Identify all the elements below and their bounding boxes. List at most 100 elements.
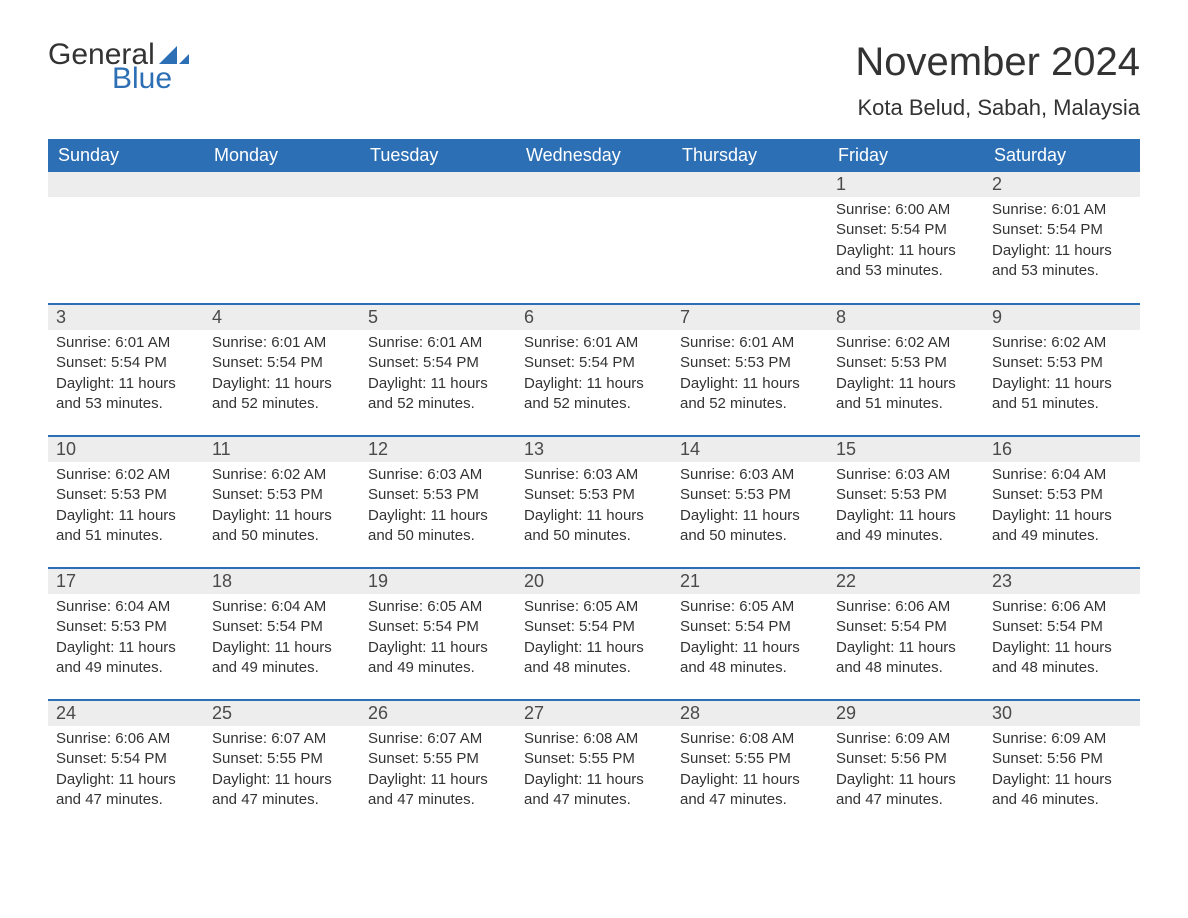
daylight-line: Daylight: 11 hours and 52 minutes. xyxy=(212,374,352,415)
sunset-line: Sunset: 5:54 PM xyxy=(680,617,820,637)
sunset-line: Sunset: 5:53 PM xyxy=(368,485,508,505)
day-number: 4 xyxy=(204,305,360,330)
sunrise-line: Sunrise: 6:01 AM xyxy=(56,333,196,353)
calendar-cell: 9Sunrise: 6:02 AMSunset: 5:53 PMDaylight… xyxy=(984,304,1140,436)
sunrise-line: Sunrise: 6:00 AM xyxy=(836,200,976,220)
daylight-line: Daylight: 11 hours and 50 minutes. xyxy=(524,506,664,547)
day-header: Sunday xyxy=(48,139,204,172)
sunset-line: Sunset: 5:54 PM xyxy=(56,353,196,373)
calendar-cell: 15Sunrise: 6:03 AMSunset: 5:53 PMDayligh… xyxy=(828,436,984,568)
calendar-header-row: Sunday Monday Tuesday Wednesday Thursday… xyxy=(48,139,1140,172)
calendar-cell: 19Sunrise: 6:05 AMSunset: 5:54 PMDayligh… xyxy=(360,568,516,700)
day-number: 19 xyxy=(360,569,516,594)
day-details: Sunrise: 6:01 AMSunset: 5:54 PMDaylight:… xyxy=(984,197,1140,287)
day-header: Saturday xyxy=(984,139,1140,172)
sunset-line: Sunset: 5:53 PM xyxy=(680,353,820,373)
day-header: Thursday xyxy=(672,139,828,172)
day-number xyxy=(672,172,828,197)
daylight-line: Daylight: 11 hours and 49 minutes. xyxy=(212,638,352,679)
daylight-line: Daylight: 11 hours and 47 minutes. xyxy=(680,770,820,811)
day-details: Sunrise: 6:03 AMSunset: 5:53 PMDaylight:… xyxy=(672,462,828,552)
day-details: Sunrise: 6:00 AMSunset: 5:54 PMDaylight:… xyxy=(828,197,984,287)
sunrise-line: Sunrise: 6:06 AM xyxy=(992,597,1132,617)
daylight-line: Daylight: 11 hours and 53 minutes. xyxy=(992,241,1132,282)
sunset-line: Sunset: 5:55 PM xyxy=(524,749,664,769)
daylight-line: Daylight: 11 hours and 51 minutes. xyxy=(836,374,976,415)
sunrise-line: Sunrise: 6:01 AM xyxy=(680,333,820,353)
day-details: Sunrise: 6:03 AMSunset: 5:53 PMDaylight:… xyxy=(516,462,672,552)
calendar-row: 3Sunrise: 6:01 AMSunset: 5:54 PMDaylight… xyxy=(48,304,1140,436)
calendar-cell: 30Sunrise: 6:09 AMSunset: 5:56 PMDayligh… xyxy=(984,700,1140,832)
sunset-line: Sunset: 5:54 PM xyxy=(836,220,976,240)
calendar-cell: 23Sunrise: 6:06 AMSunset: 5:54 PMDayligh… xyxy=(984,568,1140,700)
calendar-cell: 17Sunrise: 6:04 AMSunset: 5:53 PMDayligh… xyxy=(48,568,204,700)
daylight-line: Daylight: 11 hours and 46 minutes. xyxy=(992,770,1132,811)
day-number: 22 xyxy=(828,569,984,594)
day-number: 7 xyxy=(672,305,828,330)
daylight-line: Daylight: 11 hours and 47 minutes. xyxy=(836,770,976,811)
daylight-line: Daylight: 11 hours and 47 minutes. xyxy=(524,770,664,811)
calendar-cell: 2Sunrise: 6:01 AMSunset: 5:54 PMDaylight… xyxy=(984,172,1140,304)
day-header: Monday xyxy=(204,139,360,172)
day-number: 14 xyxy=(672,437,828,462)
daylight-line: Daylight: 11 hours and 51 minutes. xyxy=(992,374,1132,415)
sunrise-line: Sunrise: 6:04 AM xyxy=(212,597,352,617)
sunset-line: Sunset: 5:53 PM xyxy=(212,485,352,505)
sunset-line: Sunset: 5:54 PM xyxy=(212,617,352,637)
day-number: 20 xyxy=(516,569,672,594)
calendar-cell xyxy=(516,172,672,304)
daylight-line: Daylight: 11 hours and 49 minutes. xyxy=(992,506,1132,547)
daylight-line: Daylight: 11 hours and 48 minutes. xyxy=(992,638,1132,679)
sunset-line: Sunset: 5:54 PM xyxy=(524,617,664,637)
day-details: Sunrise: 6:08 AMSunset: 5:55 PMDaylight:… xyxy=(516,726,672,816)
calendar-cell: 26Sunrise: 6:07 AMSunset: 5:55 PMDayligh… xyxy=(360,700,516,832)
day-details: Sunrise: 6:06 AMSunset: 5:54 PMDaylight:… xyxy=(984,594,1140,684)
day-number: 13 xyxy=(516,437,672,462)
day-number: 17 xyxy=(48,569,204,594)
sunrise-line: Sunrise: 6:08 AM xyxy=(524,729,664,749)
sunset-line: Sunset: 5:53 PM xyxy=(524,485,664,505)
title-month-year: November 2024 xyxy=(855,40,1140,85)
sunrise-line: Sunrise: 6:01 AM xyxy=(524,333,664,353)
calendar-cell xyxy=(360,172,516,304)
day-number: 28 xyxy=(672,701,828,726)
sunset-line: Sunset: 5:53 PM xyxy=(992,485,1132,505)
day-details: Sunrise: 6:06 AMSunset: 5:54 PMDaylight:… xyxy=(48,726,204,816)
calendar-cell: 25Sunrise: 6:07 AMSunset: 5:55 PMDayligh… xyxy=(204,700,360,832)
calendar-cell: 16Sunrise: 6:04 AMSunset: 5:53 PMDayligh… xyxy=(984,436,1140,568)
day-header: Wednesday xyxy=(516,139,672,172)
day-number: 1 xyxy=(828,172,984,197)
day-number: 2 xyxy=(984,172,1140,197)
brand-part2: Blue xyxy=(112,64,189,94)
calendar-cell: 10Sunrise: 6:02 AMSunset: 5:53 PMDayligh… xyxy=(48,436,204,568)
sunset-line: Sunset: 5:53 PM xyxy=(992,353,1132,373)
sunrise-line: Sunrise: 6:04 AM xyxy=(56,597,196,617)
daylight-line: Daylight: 11 hours and 48 minutes. xyxy=(836,638,976,679)
day-number: 9 xyxy=(984,305,1140,330)
sunrise-line: Sunrise: 6:03 AM xyxy=(524,465,664,485)
calendar-cell: 1Sunrise: 6:00 AMSunset: 5:54 PMDaylight… xyxy=(828,172,984,304)
calendar-row: 17Sunrise: 6:04 AMSunset: 5:53 PMDayligh… xyxy=(48,568,1140,700)
calendar-row: 1Sunrise: 6:00 AMSunset: 5:54 PMDaylight… xyxy=(48,172,1140,304)
calendar-cell: 14Sunrise: 6:03 AMSunset: 5:53 PMDayligh… xyxy=(672,436,828,568)
day-details: Sunrise: 6:03 AMSunset: 5:53 PMDaylight:… xyxy=(828,462,984,552)
day-number: 25 xyxy=(204,701,360,726)
daylight-line: Daylight: 11 hours and 52 minutes. xyxy=(524,374,664,415)
calendar-row: 10Sunrise: 6:02 AMSunset: 5:53 PMDayligh… xyxy=(48,436,1140,568)
sunset-line: Sunset: 5:53 PM xyxy=(836,485,976,505)
day-number xyxy=(204,172,360,197)
sunrise-line: Sunrise: 6:09 AM xyxy=(992,729,1132,749)
sunrise-line: Sunrise: 6:07 AM xyxy=(212,729,352,749)
calendar-cell xyxy=(204,172,360,304)
day-details: Sunrise: 6:02 AMSunset: 5:53 PMDaylight:… xyxy=(48,462,204,552)
daylight-line: Daylight: 11 hours and 52 minutes. xyxy=(680,374,820,415)
sunrise-line: Sunrise: 6:07 AM xyxy=(368,729,508,749)
daylight-line: Daylight: 11 hours and 47 minutes. xyxy=(56,770,196,811)
day-details: Sunrise: 6:02 AMSunset: 5:53 PMDaylight:… xyxy=(984,330,1140,420)
sunset-line: Sunset: 5:54 PM xyxy=(524,353,664,373)
daylight-line: Daylight: 11 hours and 53 minutes. xyxy=(56,374,196,415)
sunset-line: Sunset: 5:54 PM xyxy=(992,617,1132,637)
calendar-cell: 6Sunrise: 6:01 AMSunset: 5:54 PMDaylight… xyxy=(516,304,672,436)
calendar-cell: 28Sunrise: 6:08 AMSunset: 5:55 PMDayligh… xyxy=(672,700,828,832)
daylight-line: Daylight: 11 hours and 48 minutes. xyxy=(524,638,664,679)
